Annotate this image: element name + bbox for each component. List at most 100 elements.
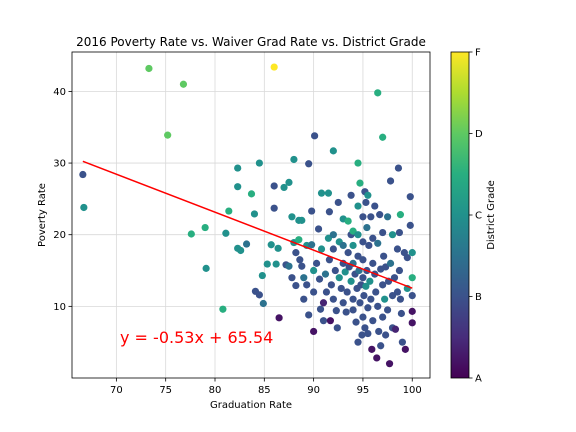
data-point [360, 292, 368, 300]
data-point [263, 260, 271, 268]
data-point [202, 264, 210, 272]
data-point [280, 183, 288, 192]
data-point [308, 241, 316, 249]
data-point [319, 317, 328, 325]
data-point [312, 259, 321, 267]
data-point [349, 306, 357, 314]
data-point [354, 338, 362, 346]
chart-title: 2016 Poverty Rate vs. Waiver Grad Rate v… [76, 35, 426, 49]
data-point [379, 133, 387, 141]
data-point [311, 132, 319, 140]
data-point [395, 266, 404, 275]
data-point [319, 299, 328, 307]
data-point [379, 228, 387, 237]
data-point [372, 288, 380, 296]
data-point [388, 292, 397, 300]
data-point [380, 252, 388, 260]
data-point [364, 304, 372, 312]
data-point [356, 179, 364, 187]
data-point [349, 227, 357, 235]
data-point [341, 268, 349, 276]
data-point [329, 295, 337, 303]
data-point [145, 64, 153, 73]
data-point [255, 159, 263, 167]
x-tick-label: 70 [110, 385, 123, 396]
data-point [354, 202, 362, 210]
data-point [398, 338, 406, 346]
data-point [352, 318, 360, 326]
data-point [80, 203, 88, 212]
data-point [285, 262, 293, 270]
data-point [339, 241, 347, 250]
data-point [403, 254, 411, 262]
data-point [316, 305, 325, 313]
x-tick-label: 90 [307, 385, 320, 396]
data-point [332, 307, 340, 315]
data-point [347, 191, 355, 199]
data-point [295, 236, 303, 244]
data-point [324, 189, 333, 197]
data-point [369, 234, 377, 242]
data-point [367, 295, 375, 303]
data-point [401, 345, 409, 353]
data-point [335, 274, 343, 282]
data-point [317, 189, 326, 197]
data-point [270, 182, 278, 190]
data-point [305, 160, 313, 168]
data-point [303, 281, 311, 289]
data-point [298, 216, 306, 224]
data-point [259, 299, 267, 308]
data-point [325, 208, 334, 216]
data-point [334, 198, 342, 207]
y-axis-ticks: 10 20 30 40 [53, 87, 72, 313]
colorbar-tick-label: D [475, 129, 483, 140]
data-point [358, 331, 366, 339]
data-point [369, 317, 377, 325]
data-point [225, 207, 233, 215]
data-point [275, 314, 283, 322]
data-point [344, 249, 352, 257]
data-point [359, 274, 367, 282]
data-point [292, 281, 300, 290]
y-tick-label: 10 [53, 302, 66, 313]
data-point [308, 207, 316, 215]
data-point [364, 191, 372, 199]
data-point [393, 245, 402, 253]
data-point [310, 266, 318, 275]
regression-layer [82, 160, 413, 289]
data-point [394, 164, 403, 172]
data-point [329, 245, 337, 253]
data-point [300, 274, 308, 282]
data-point [374, 239, 382, 247]
data-point [288, 274, 296, 282]
data-point [388, 231, 397, 239]
x-tick-label: 80 [209, 385, 222, 396]
data-point [315, 275, 324, 283]
data-point [408, 249, 416, 257]
data-point [349, 295, 357, 303]
data-point [305, 311, 313, 319]
data-point [325, 256, 334, 264]
x-tick-label: 100 [403, 385, 422, 396]
data-point [288, 213, 296, 221]
colorbar-label: District Grade [486, 180, 497, 250]
data-point [222, 229, 230, 237]
data-point [322, 288, 331, 296]
colorbar [450, 51, 470, 379]
colorbar-tick-label: B [475, 292, 482, 303]
data-point [408, 307, 416, 315]
data-point [219, 305, 227, 313]
data-point [362, 282, 370, 290]
data-point [329, 231, 337, 239]
data-point [179, 80, 188, 88]
data-point [382, 331, 390, 339]
data-point [292, 249, 300, 257]
data-point [321, 270, 330, 278]
data-point [234, 183, 242, 191]
data-point [379, 281, 387, 289]
data-point [379, 313, 387, 321]
data-point [201, 223, 209, 232]
data-point [406, 221, 414, 229]
data-point [317, 245, 326, 253]
data-point [373, 354, 381, 362]
